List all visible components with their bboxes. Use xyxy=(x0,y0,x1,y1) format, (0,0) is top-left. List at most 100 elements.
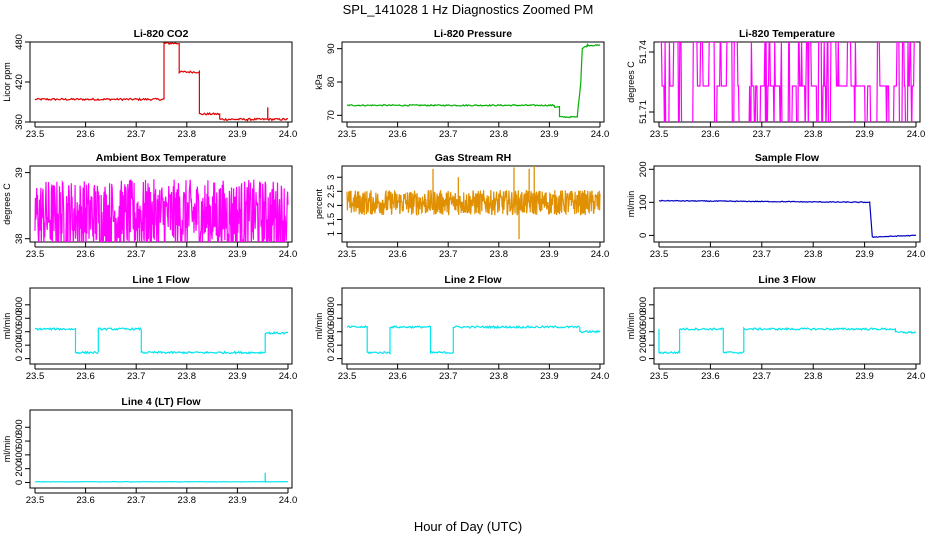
y-tick-label: 480 xyxy=(14,34,25,50)
x-tick-label: 23.9 xyxy=(228,249,247,260)
x-tick-label: 23.7 xyxy=(127,249,146,260)
x-tick-label: 23.8 xyxy=(178,129,197,140)
y-tick-label: 800 xyxy=(14,297,25,313)
x-tick-label: 23.6 xyxy=(701,371,720,382)
panel-title: Li-820 Temperature xyxy=(739,28,835,40)
x-tick-label: 23.9 xyxy=(540,249,559,260)
x-tick-label: 23.9 xyxy=(855,249,874,260)
y-tick-label: 2.5 xyxy=(326,185,337,198)
figure-xlabel: Hour of Day (UTC) xyxy=(414,519,522,534)
x-tick-label: 23.8 xyxy=(178,249,197,260)
x-tick-label: 23.7 xyxy=(127,495,146,506)
y-tick-label: 800 xyxy=(638,297,649,313)
panel-title: Line 2 Flow xyxy=(444,274,502,286)
x-tick-label: 23.5 xyxy=(338,129,357,140)
y-axis-label: degrees C xyxy=(2,183,12,225)
series-line-Line2 xyxy=(346,324,601,355)
series-line-BoxTemp xyxy=(34,179,289,242)
y-tick-label: 200 xyxy=(326,337,337,353)
x-tick-label: 23.5 xyxy=(650,371,669,382)
x-tick-label: 23.6 xyxy=(388,129,407,140)
y-tick-label: 200 xyxy=(638,337,649,353)
plot-frame xyxy=(29,41,293,123)
panel-title: Line 4 (LT) Flow xyxy=(121,396,201,408)
panel-10: Line 4 (LT) Flow ml/min 23.5 23.6 23.7 23.8 23… xyxy=(2,396,297,506)
x-tick-label: 24.0 xyxy=(279,495,298,506)
x-tick-label: 23.9 xyxy=(540,371,559,382)
x-tick-label: 23.7 xyxy=(439,371,458,382)
y-tick-label: 3 xyxy=(326,175,337,180)
x-tick-label: 23.9 xyxy=(855,129,874,140)
x-tick-label: 23.5 xyxy=(338,371,357,382)
y-tick-label: 600 xyxy=(638,310,649,326)
y-tick-label: 0 xyxy=(14,480,25,485)
y-tick-label: 70 xyxy=(326,110,337,121)
x-tick-label: 24.0 xyxy=(591,249,610,260)
y-tick-label: 200 xyxy=(638,161,649,177)
x-tick-label: 23.9 xyxy=(540,129,559,140)
x-tick-label: 23.6 xyxy=(701,249,720,260)
y-tick-label: 0 xyxy=(638,233,649,238)
series-line-SampleFlow xyxy=(658,199,917,238)
series-line-Line1 xyxy=(34,326,289,355)
figure-title: SPL_141028 1 Hz Diagnostics Zoomed PM xyxy=(343,2,594,17)
x-tick-label: 24.0 xyxy=(591,371,610,382)
x-tick-label: 23.8 xyxy=(178,495,197,506)
x-tick-label: 23.8 xyxy=(804,249,823,260)
x-tick-label: 23.5 xyxy=(26,371,45,382)
x-tick-label: 23.9 xyxy=(228,129,247,140)
x-tick-label: 23.7 xyxy=(753,129,772,140)
x-tick-label: 23.5 xyxy=(650,249,669,260)
series-line-Pressure xyxy=(347,42,601,119)
x-tick-label: 23.8 xyxy=(804,129,823,140)
panel-4: Ambient Box Temperature degrees C 23.5 23.6… xyxy=(2,152,297,260)
x-tick-label: 24.0 xyxy=(279,129,298,140)
x-tick-label: 23.7 xyxy=(439,129,458,140)
panel-6: Sample Flow ml/min 23.5 23.6 23.7 23.8 23.9 24.… xyxy=(626,152,925,260)
y-axis-label: degrees C xyxy=(626,61,636,103)
x-tick-label: 23.8 xyxy=(178,371,197,382)
y-axis-label: Licor ppm xyxy=(2,62,12,102)
y-tick-label: 0 xyxy=(326,356,337,361)
x-tick-label: 23.6 xyxy=(701,129,720,140)
y-tick-label: 400 xyxy=(638,324,649,340)
y-tick-label: 200 xyxy=(14,337,25,353)
y-tick-label: 51.74 xyxy=(638,40,649,64)
y-tick-label: 200 xyxy=(14,461,25,477)
y-tick-label: 0 xyxy=(638,356,649,361)
series-line-RH xyxy=(346,189,601,217)
x-tick-label: 23.5 xyxy=(26,129,45,140)
y-tick-label: 600 xyxy=(326,310,337,326)
y-tick-label: 400 xyxy=(326,324,337,340)
plot-frame xyxy=(341,41,605,123)
plot-frame xyxy=(653,287,921,365)
x-tick-label: 23.6 xyxy=(76,495,95,506)
panel-3: Li-820 Temperature degrees C 23.5 23.6 23.7 2… xyxy=(626,28,925,140)
y-tick-label: 800 xyxy=(326,297,337,313)
y-tick-label: 2 xyxy=(326,203,337,208)
plot-frame xyxy=(653,41,921,123)
x-tick-label: 23.5 xyxy=(338,249,357,260)
x-tick-label: 23.5 xyxy=(650,129,669,140)
x-tick-label: 23.9 xyxy=(228,371,247,382)
y-tick-label: 1 xyxy=(326,231,337,236)
x-tick-label: 23.8 xyxy=(490,249,509,260)
y-tick-label: 400 xyxy=(14,447,25,463)
panel-8: Line 2 Flow ml/min 23.5 23.6 23.7 23.8 23.9 24.… xyxy=(314,274,609,382)
panel-9: Line 3 Flow ml/min 23.5 23.6 23.7 23.8 23.9 24.… xyxy=(626,274,925,382)
x-tick-label: 23.6 xyxy=(76,249,95,260)
x-tick-label: 24.0 xyxy=(279,371,298,382)
y-axis-label: ml/min xyxy=(626,313,636,340)
plot-frame xyxy=(653,165,921,243)
x-tick-label: 23.5 xyxy=(26,495,45,506)
y-tick-label: 39 xyxy=(14,167,25,178)
series-line-Temp xyxy=(659,42,916,122)
x-tick-label: 23.6 xyxy=(76,371,95,382)
y-tick-label: 1.5 xyxy=(326,213,337,226)
panel-7: Line 1 Flow ml/min 23.5 23.6 23.7 23.8 23.9 24.… xyxy=(2,274,297,382)
plot-frame xyxy=(341,165,605,243)
plot-frame xyxy=(29,409,293,489)
x-tick-label: 23.5 xyxy=(26,249,45,260)
y-tick-label: 100 xyxy=(638,194,649,210)
